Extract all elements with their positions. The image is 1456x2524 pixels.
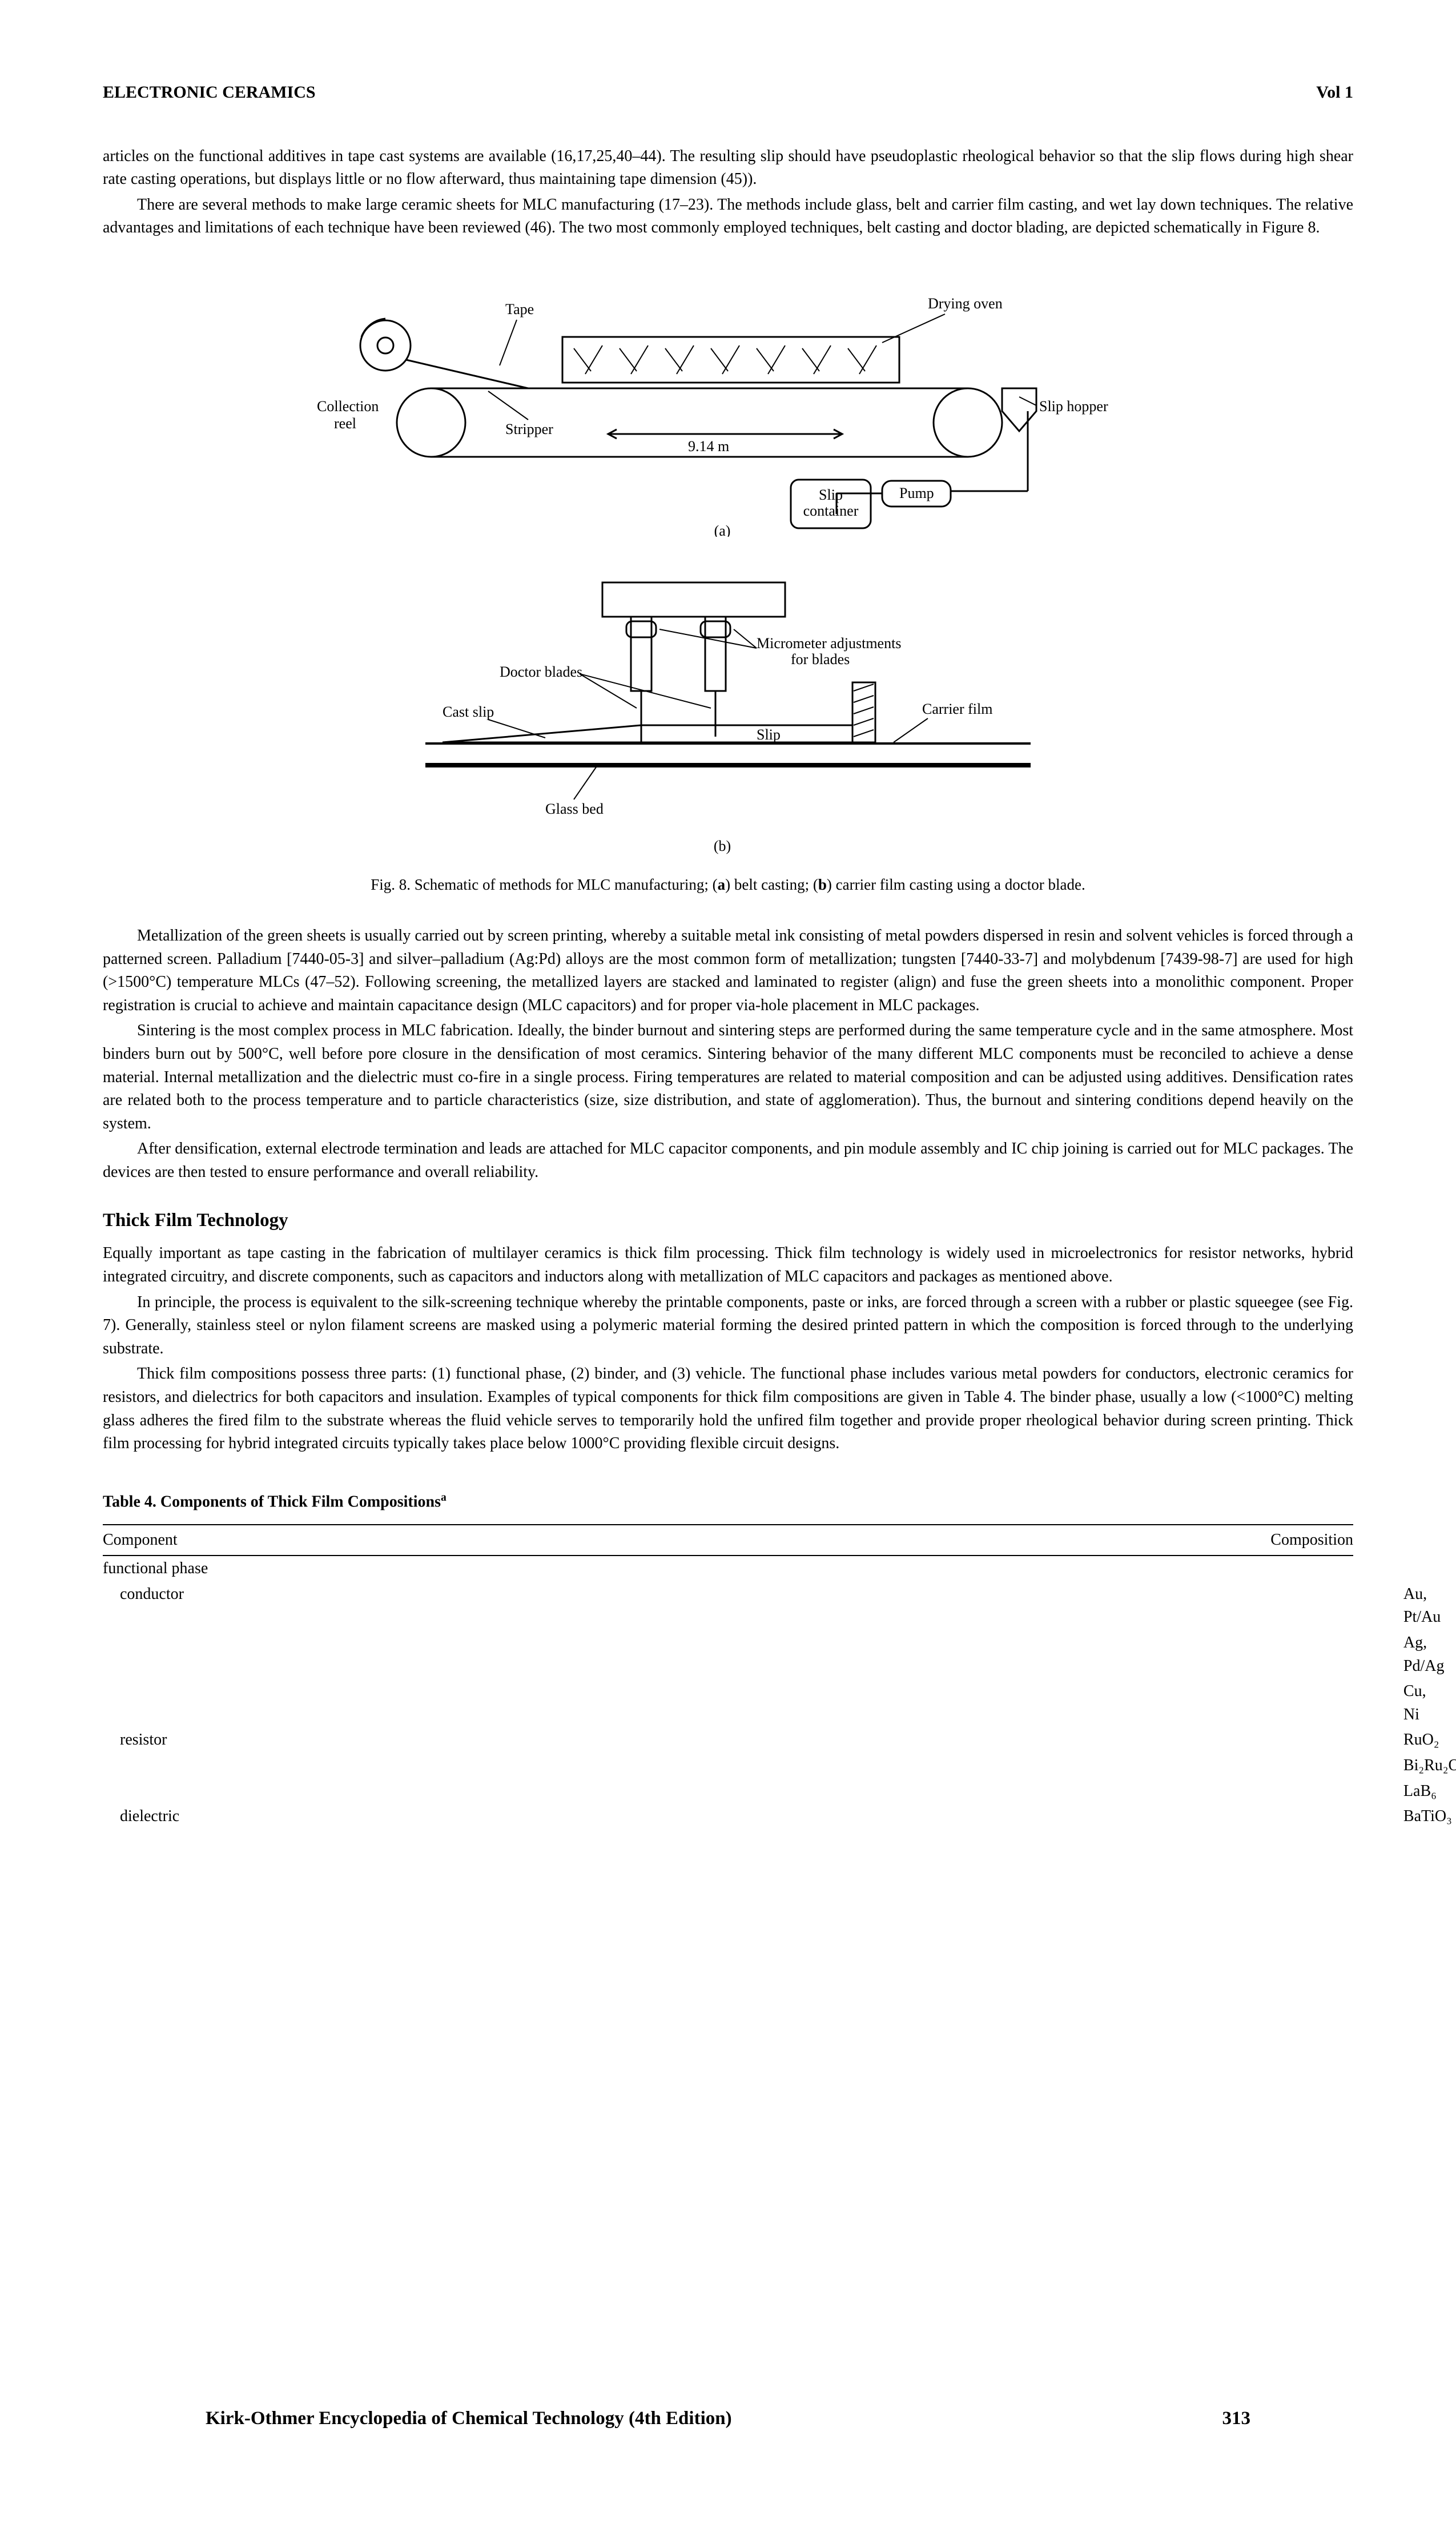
subheading-thick-film: Thick Film Technology	[103, 1207, 1353, 1235]
footer-page: 313	[1222, 2405, 1251, 2433]
table-row: Bi₂Ru₂O₇	[103, 1753, 1353, 1779]
fig-b-cast: Cast slip	[443, 704, 494, 720]
page-footer: Kirk-Othmer Encyclopedia of Chemical Tec…	[206, 2405, 1250, 2433]
fig-a-hopper: Slip hopper	[1039, 398, 1108, 415]
header-volume: Vol 1	[1316, 80, 1353, 105]
table-row: dielectricBaTiO₃	[103, 1804, 1353, 1830]
fig-a-dist: 9.14 m	[688, 438, 729, 455]
page-header: ELECTRONIC CERAMICS Vol 1	[103, 80, 1353, 105]
footer-source: Kirk-Othmer Encyclopedia of Chemical Tec…	[206, 2405, 732, 2433]
paragraph-3: Metallization of the green sheets is usu…	[103, 925, 1353, 1017]
table-head-composition: Composition	[803, 1525, 1353, 1556]
table-row: functional phase	[103, 1556, 1353, 1582]
fig-a-label: (a)	[714, 523, 731, 537]
paragraph-5: After densification, external electrode …	[103, 1138, 1353, 1184]
table-row: LaB₆	[103, 1779, 1353, 1804]
figure-8b: Doctor blades Micrometer adjustmentsfor …	[103, 560, 1353, 857]
paragraph-6: Equally important as tape casting in the…	[103, 1242, 1353, 1288]
table-row: resistorRuO₂	[103, 1727, 1353, 1753]
table-row: Cu, Ni	[103, 1679, 1353, 1727]
paragraph-2: There are several methods to make large …	[103, 194, 1353, 240]
fig-a-collection: Collectionreel	[317, 398, 379, 432]
fig-a-stripper: Stripper	[505, 421, 553, 437]
figure-8a: Tape Drying oven Collectionreel Stripper…	[103, 263, 1353, 537]
fig-a-pump: Pump	[899, 485, 934, 501]
fig-b-micro: Micrometer adjustmentsfor blades	[757, 635, 901, 668]
fig-a-tape: Tape	[505, 301, 534, 317]
table-4-title: Table 4. Components of Thick Film Compos…	[103, 1490, 1353, 1514]
fig-a-slipcontainer: Slipcontainer	[803, 487, 859, 519]
figure-8-caption: Fig. 8. Schematic of methods for MLC man…	[103, 874, 1353, 896]
paragraph-8: Thick film compositions possess three pa…	[103, 1363, 1353, 1455]
table-4: Component Composition functional phaseco…	[103, 1524, 1353, 1830]
table-row: conductorAu, Pt/Au	[103, 1582, 1353, 1630]
fig-b-slip: Slip	[757, 726, 781, 743]
table-row: Ag, Pd/Ag	[103, 1630, 1353, 1679]
paragraph-4: Sintering is the most complex process in…	[103, 1019, 1353, 1135]
header-title: ELECTRONIC CERAMICS	[103, 80, 316, 105]
fig-b-doctor: Doctor blades	[500, 664, 582, 680]
paragraph-7: In principle, the process is equivalent …	[103, 1291, 1353, 1361]
fig-b-carrier: Carrier film	[922, 701, 992, 717]
table-head-component: Component	[103, 1525, 803, 1556]
paragraph-1: articles on the functional additives in …	[103, 145, 1353, 191]
fig-a-drying: Drying oven	[928, 295, 1003, 312]
fig-b-glass: Glass bed	[545, 801, 604, 817]
fig-b-label: (b)	[714, 838, 731, 854]
